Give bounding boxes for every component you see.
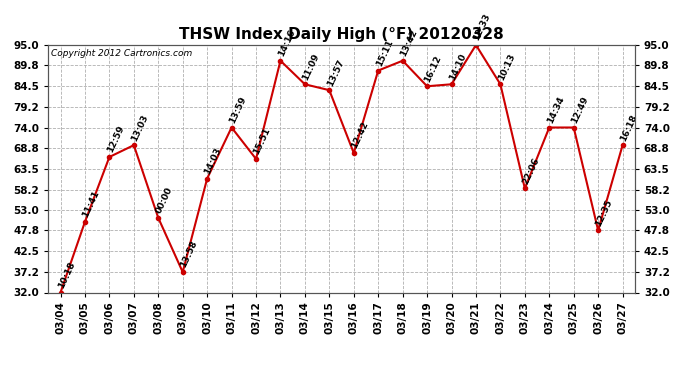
Text: 12:42: 12:42 <box>350 120 370 150</box>
Text: 13:57: 13:57 <box>326 57 346 87</box>
Text: 13:42: 13:42 <box>399 28 419 58</box>
Text: 00:00: 00:00 <box>155 186 175 215</box>
Text: Copyright 2012 Cartronics.com: Copyright 2012 Cartronics.com <box>51 49 193 58</box>
Text: 14:34: 14:34 <box>545 95 566 125</box>
Text: 13:59: 13:59 <box>228 95 248 125</box>
Text: 16:12: 16:12 <box>423 54 444 84</box>
Text: 14:03: 14:03 <box>203 146 224 176</box>
Text: 14:10: 14:10 <box>448 52 468 81</box>
Title: THSW Index Daily High (°F) 20120328: THSW Index Daily High (°F) 20120328 <box>179 27 504 42</box>
Text: 11:09: 11:09 <box>301 52 321 81</box>
Text: 10:13: 10:13 <box>496 52 517 81</box>
Text: 11:41: 11:41 <box>81 189 101 219</box>
Text: 15:51: 15:51 <box>252 126 273 156</box>
Text: 13:03: 13:03 <box>130 113 150 142</box>
Text: 12:35: 12:35 <box>594 198 614 228</box>
Text: 16:18: 16:18 <box>619 112 639 142</box>
Text: 14:16: 14:16 <box>277 28 297 58</box>
Text: 10:18: 10:18 <box>57 260 77 290</box>
Text: 12:49: 12:49 <box>570 95 590 125</box>
Text: 22:06: 22:06 <box>521 156 541 186</box>
Text: 12:59: 12:59 <box>106 124 126 154</box>
Text: 13:58: 13:58 <box>179 240 199 269</box>
Text: 12:33: 12:33 <box>472 12 492 42</box>
Text: 15:11: 15:11 <box>374 38 395 68</box>
